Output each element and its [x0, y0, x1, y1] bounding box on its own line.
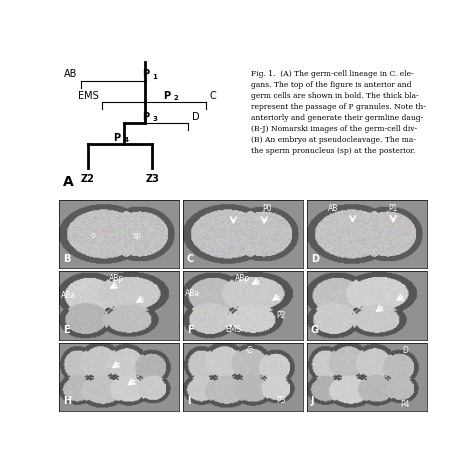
Text: J: J — [311, 396, 314, 407]
Text: P: P — [142, 112, 149, 122]
Text: B: B — [63, 254, 70, 264]
Text: sp: sp — [132, 231, 141, 240]
Text: AB: AB — [64, 69, 77, 79]
Text: AB: AB — [328, 204, 339, 213]
Text: Fig. 1.  (A) The germ-cell lineage in C. ele-
gans. The top of the figure is ant: Fig. 1. (A) The germ-cell lineage in C. … — [251, 69, 426, 154]
Text: D: D — [192, 112, 200, 122]
Text: EMS: EMS — [78, 91, 99, 101]
Text: P4: P4 — [401, 400, 410, 409]
Text: D: D — [311, 254, 319, 264]
Text: Z2: Z2 — [81, 174, 95, 184]
Text: E: E — [63, 325, 70, 335]
Text: ABp: ABp — [109, 274, 124, 283]
Text: A: A — [63, 175, 73, 189]
Text: I: I — [187, 396, 191, 407]
Text: 4: 4 — [124, 138, 129, 144]
Text: D: D — [402, 346, 408, 355]
Text: G: G — [311, 325, 319, 335]
Text: P0: P0 — [262, 204, 272, 213]
Text: P: P — [142, 69, 149, 79]
Text: ABp: ABp — [235, 274, 251, 283]
Text: H: H — [63, 396, 71, 407]
Text: P: P — [113, 133, 120, 143]
Text: P3: P3 — [276, 396, 286, 405]
Text: Z3: Z3 — [146, 174, 159, 184]
Text: ABa: ABa — [185, 289, 201, 298]
Text: o: o — [91, 231, 95, 240]
Text: 2: 2 — [174, 95, 179, 101]
Text: 3: 3 — [153, 116, 157, 122]
Text: EMS: EMS — [225, 325, 241, 334]
Text: P1: P1 — [389, 204, 398, 213]
Text: P: P — [163, 91, 170, 101]
Text: 1: 1 — [153, 74, 157, 80]
Text: C: C — [210, 91, 217, 101]
Text: F: F — [187, 325, 193, 335]
Text: P2: P2 — [276, 311, 286, 320]
Text: C: C — [187, 254, 194, 264]
Text: C: C — [246, 346, 252, 355]
Text: ABa: ABa — [61, 291, 76, 300]
